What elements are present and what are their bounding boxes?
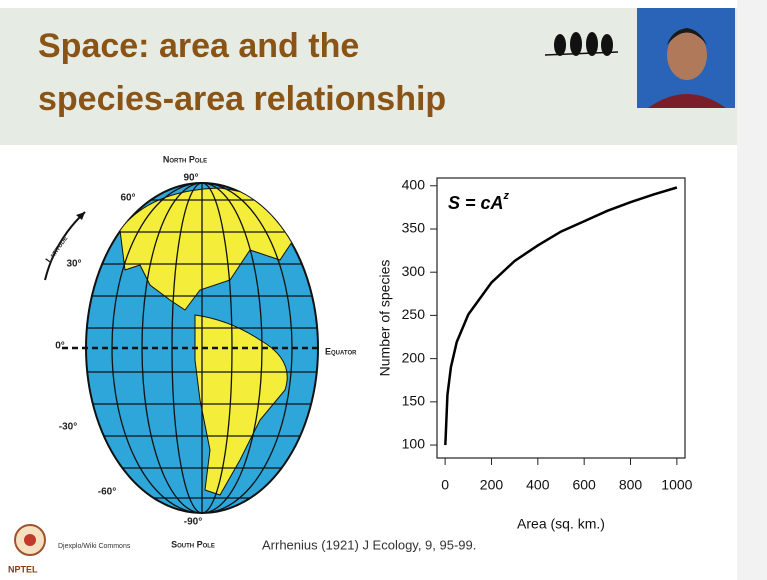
side-strip [737,0,767,580]
equation: S = cAz [448,190,510,213]
slide: Space: area and the species-area relatio… [0,0,767,580]
citation: Arrhenius (1921) J Ecology, 9, 95-99. [262,537,476,552]
lat-label: 90° [183,173,198,184]
y-axis-label: Number of species [377,260,393,377]
x-tick-label: 0 [441,477,449,493]
x-axis-label: Area (sq. km.) [517,516,605,532]
x-tick-label: 800 [619,477,643,493]
lat-label: -60° [98,487,116,498]
x-tick-label: 1000 [661,477,692,493]
lat-label: -30° [59,422,77,433]
y-tick-label: 250 [402,306,426,322]
y-tick-label: 200 [402,349,426,365]
south-pole: South Pole [171,539,215,549]
globe [45,180,320,515]
title-line: Space: area and the [38,27,359,65]
lat-label: 0° [55,341,65,352]
x-tick-label: 400 [526,477,550,493]
equation-exponent: z [503,190,510,202]
curve [445,188,677,446]
y-tick-label: 150 [402,393,426,409]
x-tick-label: 600 [572,477,596,493]
y-tick-label: 100 [402,436,426,452]
equation-base: S = cA [448,193,504,213]
plot-frame [437,178,685,458]
equator-label: Equator [325,346,357,356]
north-pole: North Pole [163,154,207,164]
title-line: species-area relationship [38,80,446,118]
image-credit: Djexplo/Wiki Commons [58,543,131,550]
y-tick-label: 400 [402,176,426,192]
lat-label: 30° [66,259,81,270]
page: Space: area and the species-area relatio… [0,0,767,580]
y-tick-label: 350 [402,220,426,236]
logo-text: NPTEL [8,564,38,574]
lat-label: -90° [184,517,202,528]
webcam [637,8,735,108]
y-tick-label: 300 [402,263,426,279]
lat-label: 60° [120,193,135,204]
x-tick-label: 200 [480,477,504,493]
nptel-logo [15,525,45,555]
